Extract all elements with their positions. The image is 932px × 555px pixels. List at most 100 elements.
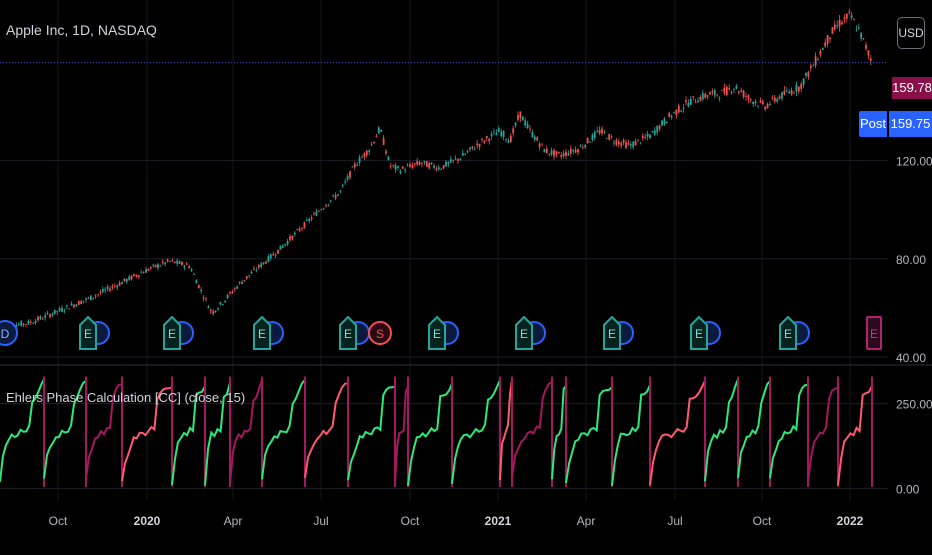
phase-segment [121,386,173,482]
candle-body [413,163,416,165]
candle-body [819,51,822,55]
candle-body [497,128,500,132]
event-marker-earnings[interactable]: E [603,315,634,350]
candle-body [711,91,714,93]
candle-body [85,298,87,301]
candle-body [200,289,203,292]
time-axis-tick: Jul [313,514,328,528]
event-marker-dividend[interactable]: D [0,320,18,346]
event-marker-earnings[interactable]: E [163,315,194,350]
event-marker-earnings[interactable]: E [339,315,370,350]
time-axis[interactable]: Oct 2020 Apr Jul Oct 2021 Apr Jul Oct 2022 [49,514,864,528]
candle-body [183,265,186,268]
candle-body [461,152,464,156]
candle-body [817,59,819,61]
candle-body [238,282,241,283]
time-axis-tick: Oct [49,514,68,528]
candle-body [279,245,282,250]
event-marker-split[interactable]: S [368,321,392,345]
candle-body [716,94,719,96]
candle-body [831,27,834,34]
candle-body [490,133,493,137]
event-marker-label: E [344,327,352,341]
candle-body [310,217,313,220]
candle-body [267,256,270,262]
candle-body [821,48,824,50]
candle-body [250,272,253,274]
candle-body [838,19,841,27]
candle-body [243,280,246,281]
candle-body [829,37,831,40]
candle-body [440,168,443,170]
candle-body [269,254,272,259]
candle-body [353,163,356,168]
currency-button[interactable]: USD [897,17,925,49]
time-axis-tick: 2021 [485,514,512,528]
candle-body [130,275,133,280]
candle-body [800,83,803,89]
event-marker-label: E [608,327,616,341]
candle-body [291,235,294,240]
candle-body [785,90,788,92]
phase-segment [43,379,87,479]
event-marker-earnings[interactable]: E [253,315,284,350]
candle-body [346,176,349,180]
candle-body [49,314,51,318]
candle-body [137,275,140,277]
candle-body [593,132,596,138]
candle-body [111,286,114,288]
candle-body [70,303,73,306]
candle-body [692,96,695,98]
candle-body [641,135,644,139]
event-marker-earnings[interactable]: E [779,315,810,350]
candle-body [188,266,191,268]
post-market-price: 159.75 [889,111,932,137]
event-marker-earnings[interactable]: E [79,315,110,350]
candle-body [677,105,680,113]
candle-body [169,260,171,262]
candle-body [723,87,726,94]
event-marker-label: S [376,327,384,341]
time-axis-tick: 2022 [837,514,864,528]
candle-body [658,125,661,130]
candle-body [670,115,673,118]
candle-body [478,144,481,147]
candle-body [812,65,815,67]
candle-body [485,136,488,139]
candle-body [128,276,131,280]
candle-body [221,304,224,306]
candle-body [123,278,126,282]
candle-body [781,92,783,99]
price-axis[interactable]: 120.00 80.00 40.00 [896,154,932,365]
candle-body [358,157,361,163]
candle-body [416,160,419,165]
candle-body [87,297,90,299]
symbol-title[interactable]: Apple Inc, 1D, NASDAQ [6,22,157,38]
phase-segment [407,383,453,487]
candle-body [284,243,287,246]
event-marker-earnings[interactable]: E [515,315,546,350]
candle-body [445,161,447,167]
phase-axis-tick: 250.00 [896,398,932,412]
candle-body [433,165,435,168]
candle-body [209,309,212,312]
grid-lines [0,0,888,500]
candle-body [212,311,215,314]
candle-body [109,288,111,291]
phase-segment [769,384,809,479]
candle-body [301,227,303,229]
phase-axis[interactable]: 250.00 0.00 [896,398,932,497]
candle-body [257,264,260,268]
event-marker-earnings[interactable]: E [690,315,721,350]
candle-body [418,162,421,165]
candle-body [80,300,83,305]
candle-body [771,97,774,99]
candle-body [483,140,486,143]
candle-body [644,137,647,138]
event-marker-upcoming[interactable]: E [866,316,882,350]
indicator-title[interactable]: Ehlers Phase Calculation [CC] (close, 15… [6,390,246,405]
event-marker-earnings[interactable]: E [428,315,459,350]
